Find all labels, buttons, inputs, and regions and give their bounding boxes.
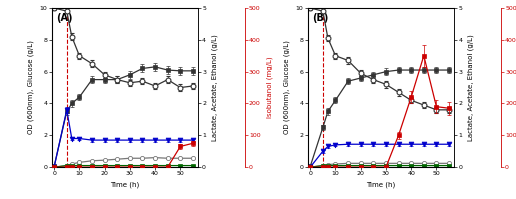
Y-axis label: OD (600nm), Glucose (g/L): OD (600nm), Glucose (g/L) [28, 41, 34, 135]
Y-axis label: Isobutanol (mg/L): Isobutanol (mg/L) [266, 57, 273, 118]
Y-axis label: Lactate, Acetate, Ethanol (g/L): Lactate, Acetate, Ethanol (g/L) [468, 34, 474, 141]
Y-axis label: Lactate, Acetate, Ethanol (g/L): Lactate, Acetate, Ethanol (g/L) [212, 34, 218, 141]
Y-axis label: OD (600nm), Glucose (g/L): OD (600nm), Glucose (g/L) [284, 41, 291, 135]
X-axis label: Time (h): Time (h) [110, 182, 139, 188]
X-axis label: Time (h): Time (h) [366, 182, 396, 188]
Text: (A): (A) [56, 13, 72, 23]
Text: (B): (B) [312, 13, 329, 23]
